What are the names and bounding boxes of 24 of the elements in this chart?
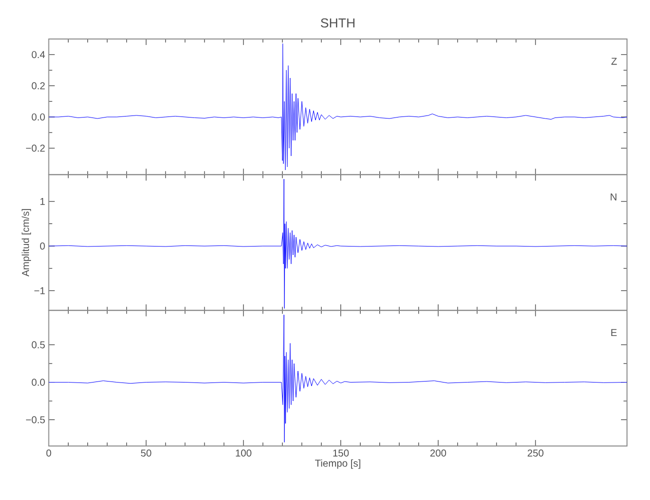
x-tick-label: 100 bbox=[236, 450, 252, 457]
x-tick-label: 50 bbox=[140, 450, 152, 457]
y-tick-label: 0.5 bbox=[32, 341, 45, 348]
line-series bbox=[48, 43, 628, 170]
chart-title: SHTH bbox=[320, 18, 354, 28]
y-tick-label: −1 bbox=[34, 287, 45, 294]
annotation: Z bbox=[611, 58, 617, 65]
x-tick-label: 250 bbox=[528, 450, 544, 457]
x-tick-label: 200 bbox=[430, 450, 446, 457]
y-tick-label: 0.0 bbox=[32, 113, 45, 120]
y-tick-label: 1 bbox=[40, 198, 45, 205]
annotation: N bbox=[610, 193, 616, 200]
x-tick-label: 150 bbox=[333, 450, 349, 457]
line-series bbox=[48, 314, 628, 442]
annotation: E bbox=[611, 329, 617, 336]
y-tick-label: 0 bbox=[40, 242, 45, 250]
y-tick-label: 0.0 bbox=[32, 378, 45, 386]
y-axis-title: Amplitud [cm/s] bbox=[22, 209, 32, 277]
y-tick-label: 0.4 bbox=[32, 51, 45, 58]
y-tick-label: 0.2 bbox=[32, 82, 45, 90]
y-tick-label: −0.2 bbox=[26, 144, 45, 152]
y-tick-label: −0.5 bbox=[26, 416, 45, 424]
x-axis-title: Tiempo [s] bbox=[315, 459, 360, 469]
x-tick-label: 0 bbox=[46, 450, 52, 457]
